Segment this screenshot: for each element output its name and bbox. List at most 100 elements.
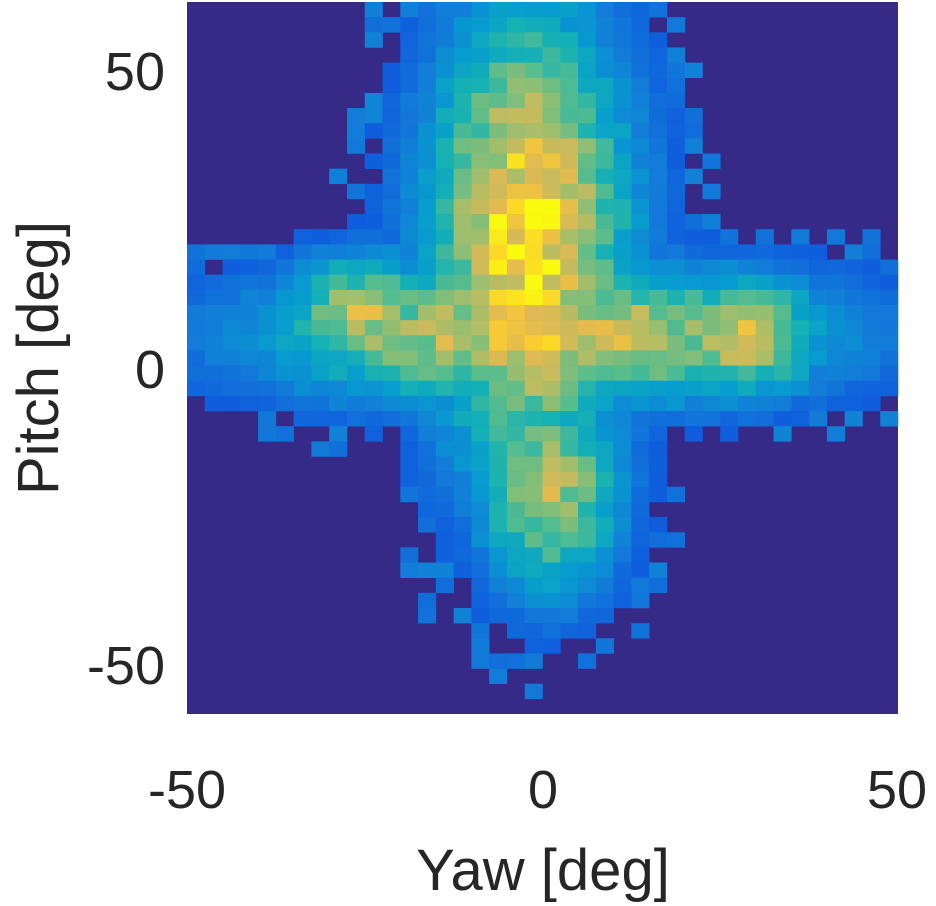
heatmap-cell: [773, 426, 792, 442]
heatmap-cell: [578, 138, 597, 154]
heatmap-cell: [578, 153, 597, 169]
heatmap-cell: [595, 456, 614, 472]
heatmap-cell: [453, 244, 472, 260]
heatmap-cell: [329, 395, 348, 412]
heatmap-cell: [453, 289, 472, 306]
heatmap-cell: [631, 592, 650, 609]
heatmap-cell: [506, 365, 526, 382]
heatmap-cell: [346, 304, 366, 321]
heatmap-cell: [578, 532, 597, 548]
heatmap-cell: [489, 274, 508, 291]
heatmap-cell: [400, 350, 419, 366]
heatmap-cell: [275, 274, 294, 291]
heatmap-cell: [382, 380, 401, 397]
heatmap-cell: [418, 244, 437, 260]
heatmap-cell: [542, 183, 561, 200]
heatmap-cell: [631, 623, 650, 639]
heatmap-cell: [506, 259, 526, 275]
heatmap-cell: [542, 62, 561, 79]
heatmap-cell: [702, 395, 721, 412]
heatmap-cell: [542, 198, 561, 215]
heatmap-cell: [631, 380, 650, 397]
heatmap-cell: [631, 365, 650, 382]
heatmap-cell: [560, 77, 579, 94]
heatmap-cell: [791, 395, 810, 412]
heatmap-cell: [631, 547, 650, 563]
heatmap-cell: [222, 335, 241, 351]
heatmap-cell: [560, 138, 579, 154]
heatmap-cell: [560, 471, 579, 488]
heatmap-cell: [809, 350, 828, 366]
heatmap-cell: [560, 108, 579, 124]
heatmap-cell: [595, 168, 614, 185]
heatmap-cell: [862, 304, 881, 321]
heatmap-cell: [364, 426, 383, 442]
heatmap-cell: [489, 501, 508, 518]
heatmap-cell: [666, 259, 685, 275]
heatmap-cell: [435, 2, 454, 18]
heatmap-cell: [560, 532, 579, 548]
heatmap-cell: [471, 183, 490, 200]
heatmap-cell: [329, 411, 348, 427]
heatmap-cell: [684, 304, 703, 321]
heatmap-cell: [613, 532, 632, 548]
heatmap-cell: [506, 380, 526, 397]
heatmap-cell: [595, 32, 614, 48]
heatmap-cell: [382, 320, 401, 336]
heatmap-cell: [489, 229, 508, 245]
heatmap-cell: [187, 380, 206, 397]
heatmap-cell: [204, 304, 223, 321]
heatmap-cell: [649, 380, 668, 397]
heatmap-cell: [702, 365, 721, 382]
heatmap-cell: [311, 365, 330, 382]
heatmap-cell: [666, 532, 685, 548]
heatmap-cell: [702, 380, 721, 397]
heatmap-cell: [471, 365, 490, 382]
heatmap-cell: [666, 365, 685, 382]
heatmap-cell: [489, 562, 508, 578]
heatmap-cell: [560, 577, 579, 594]
heatmap-cell: [400, 411, 419, 427]
heatmap-cell: [524, 426, 543, 442]
heatmap-cell: [453, 350, 472, 366]
heatmap-cell: [471, 350, 490, 366]
heatmap-cell: [755, 304, 774, 321]
heatmap-cell: [560, 304, 579, 321]
heatmap-cell: [418, 380, 437, 397]
heatmap-cell: [809, 335, 828, 351]
heatmap-cell: [666, 62, 685, 79]
heatmap-cell: [240, 395, 259, 412]
heatmap-cell: [489, 486, 508, 503]
heatmap-cell: [453, 411, 472, 427]
heatmap-cell: [702, 229, 721, 245]
heatmap-cell: [418, 471, 437, 488]
heatmap-cell: [506, 62, 526, 79]
heatmap-cell: [311, 244, 330, 260]
heatmap-cell: [826, 380, 845, 397]
heatmap-cell: [346, 183, 366, 200]
heatmap-cell: [258, 244, 277, 260]
heatmap-cell: [542, 638, 561, 654]
heatmap-cell: [346, 395, 366, 412]
heatmap-cell: [720, 350, 739, 366]
heatmap-cell: [755, 411, 774, 427]
heatmap-cell: [578, 62, 597, 79]
heatmap-cell: [453, 501, 472, 518]
heatmap-cell: [435, 335, 454, 351]
x-axis-label: Yaw [deg]: [416, 838, 670, 903]
heatmap-cell: [755, 229, 774, 245]
heatmap-cell: [844, 350, 863, 366]
heatmap-cell: [755, 380, 774, 397]
heatmap-cell: [649, 168, 668, 185]
heatmap-cell: [435, 486, 454, 503]
heatmap-cell: [489, 653, 508, 669]
heatmap-cell: [453, 62, 472, 79]
heatmap-cell: [471, 426, 490, 442]
heatmap-cell: [435, 411, 454, 427]
heatmap-cell: [346, 289, 366, 306]
heatmap-cell: [204, 350, 223, 366]
heatmap-cell: [400, 47, 419, 63]
heatmap-cell: [524, 168, 543, 185]
heatmap-cell: [684, 350, 703, 366]
heatmap-cell: [613, 259, 632, 275]
